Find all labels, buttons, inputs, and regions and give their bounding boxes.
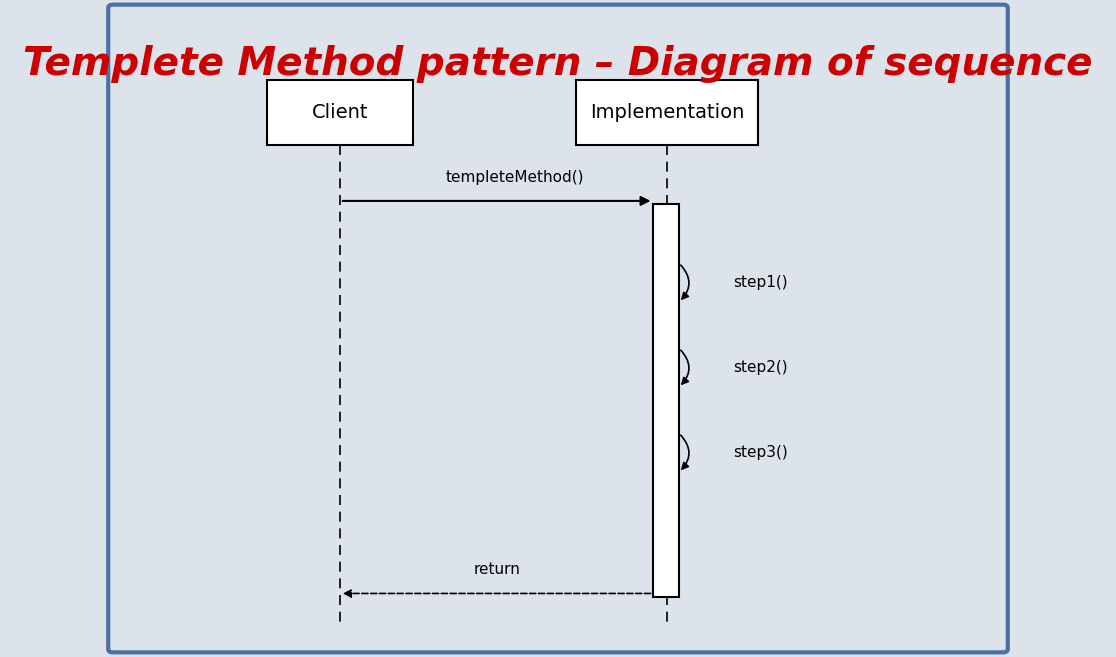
Text: return: return xyxy=(473,562,520,577)
Bar xyxy=(653,204,679,597)
Text: step2(): step2() xyxy=(733,360,788,375)
FancyBboxPatch shape xyxy=(108,5,1008,652)
Text: Client: Client xyxy=(311,103,368,122)
Text: Implementation: Implementation xyxy=(590,103,744,122)
Text: step1(): step1() xyxy=(733,275,788,290)
Text: templeteMethod(): templeteMethod() xyxy=(445,170,584,185)
Text: Templete Method pattern – Diagram of sequence: Templete Method pattern – Diagram of seq… xyxy=(23,45,1093,83)
Text: step3(): step3() xyxy=(733,445,788,461)
FancyBboxPatch shape xyxy=(576,80,758,145)
FancyBboxPatch shape xyxy=(267,80,413,145)
